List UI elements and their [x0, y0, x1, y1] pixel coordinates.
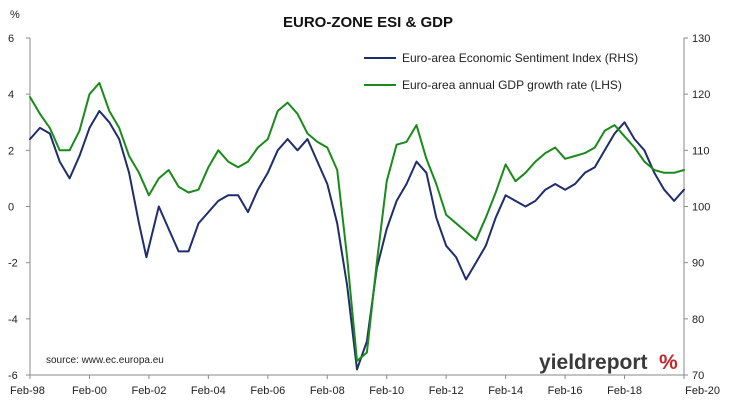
logo-wordmark: yieldreport [539, 351, 648, 374]
x-tick-label: Feb-10 [369, 385, 404, 397]
left-axis-ticks: 6 4 2 0 -2 -4 -6 [8, 33, 30, 382]
x-tick-label: Feb-08 [310, 385, 345, 397]
x-tick-label: Feb-14 [488, 385, 523, 397]
chart-title: EURO-ZONE ESI & GDP [283, 14, 453, 31]
series-line-gdp [29, 81, 685, 362]
left-tick-label: -4 [8, 314, 18, 326]
right-tick-label: 70 [692, 370, 704, 382]
series-line-esi [29, 110, 685, 371]
x-axis-ticks: Feb-98 Feb-00 Feb-02 Feb-04 Feb-06 Feb-08 Feb-… [10, 375, 720, 397]
series-lines [29, 81, 685, 371]
source-note: source: www.ec.europa.eu [46, 355, 164, 366]
right-tick-label: 130 [692, 33, 710, 45]
logo-percent-icon: % [659, 351, 678, 374]
x-tick-label: Feb-20 [685, 385, 720, 397]
right-axis-ticks: 130 120 110 100 90 80 70 [684, 33, 710, 382]
x-tick-label: Feb-18 [607, 385, 642, 397]
x-tick-label: Feb-06 [250, 385, 285, 397]
right-tick-label: 100 [692, 202, 710, 214]
left-tick-label: 6 [8, 33, 14, 45]
left-tick-label: 0 [8, 202, 14, 214]
x-tick-label: Feb-12 [429, 385, 464, 397]
right-tick-label: 80 [692, 314, 704, 326]
x-tick-label: Feb-16 [548, 385, 583, 397]
right-tick-label: 110 [692, 145, 710, 157]
left-axis-unit: % [10, 9, 20, 21]
legend-label-esi: Euro-area Economic Sentiment Index (RHS) [402, 51, 638, 65]
legend-label-gdp: Euro-area annual GDP growth rate (LHS) [402, 78, 622, 92]
left-tick-label: -2 [8, 258, 18, 270]
left-tick-label: 2 [8, 145, 14, 157]
right-tick-label: 120 [692, 89, 710, 101]
x-tick-label: Feb-98 [10, 385, 45, 397]
yieldreport-logo: yieldreport % [539, 351, 678, 374]
legend: Euro-area Economic Sentiment Index (RHS)… [364, 51, 638, 92]
x-tick-label: Feb-04 [191, 385, 226, 397]
right-tick-label: 90 [692, 258, 704, 270]
left-tick-label: 4 [8, 89, 14, 101]
x-tick-label: Feb-02 [131, 385, 166, 397]
left-tick-label: -6 [8, 370, 18, 382]
x-tick-label: Feb-00 [72, 385, 107, 397]
